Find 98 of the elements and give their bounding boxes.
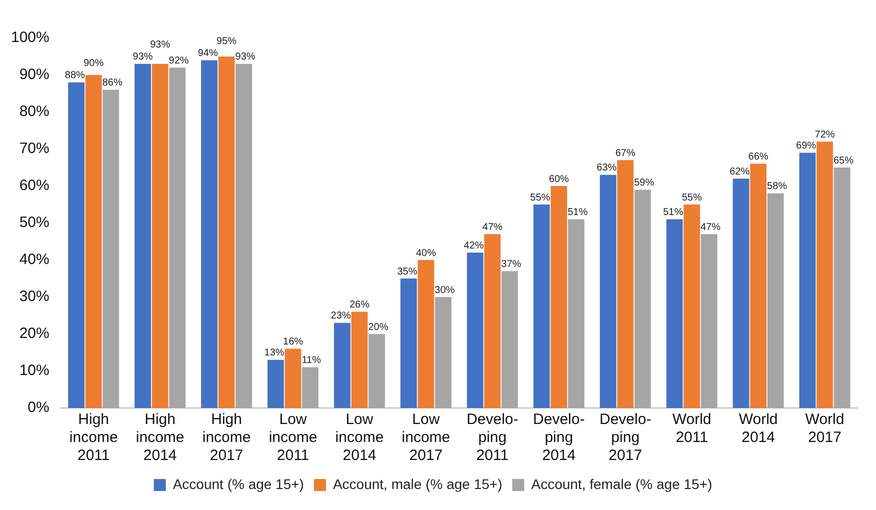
data-label: 95% bbox=[216, 36, 237, 47]
data-label: 13% bbox=[264, 348, 284, 359]
data-label: 94% bbox=[198, 48, 218, 59]
x-tick-label: Low income 2011 bbox=[268, 411, 318, 464]
data-label: 20% bbox=[368, 322, 388, 333]
bar bbox=[568, 219, 584, 408]
x-tick-label: High income 2014 bbox=[136, 411, 184, 464]
bar bbox=[533, 204, 550, 408]
bar bbox=[152, 64, 168, 408]
y-tick-label: 10% bbox=[19, 362, 50, 380]
y-tick-label: 70% bbox=[19, 140, 50, 158]
data-label: 67% bbox=[615, 148, 636, 159]
bar bbox=[666, 219, 683, 408]
y-tick-label: 50% bbox=[19, 214, 50, 232]
data-label: 30% bbox=[434, 284, 455, 296]
data-label: 65% bbox=[833, 155, 854, 166]
y-tick-label: 0% bbox=[28, 399, 50, 416]
data-label: 72% bbox=[814, 129, 835, 140]
bar bbox=[400, 278, 417, 408]
data-label: 60% bbox=[548, 174, 569, 185]
bar bbox=[732, 178, 750, 408]
bar bbox=[334, 322, 350, 408]
data-label: 86% bbox=[102, 78, 122, 89]
y-tick-label: 60% bbox=[19, 177, 50, 194]
bar bbox=[634, 190, 651, 408]
data-label: 55% bbox=[530, 192, 550, 204]
bar bbox=[218, 56, 235, 408]
bar bbox=[484, 234, 501, 408]
x-tick-label: World 2014 bbox=[738, 411, 778, 446]
bar bbox=[102, 90, 120, 408]
bar bbox=[435, 297, 452, 408]
bar bbox=[600, 174, 616, 408]
data-label: 26% bbox=[349, 300, 370, 311]
data-label: 93% bbox=[132, 52, 153, 63]
bar bbox=[750, 164, 767, 408]
bar bbox=[418, 260, 434, 408]
bar bbox=[201, 60, 218, 408]
data-label: 11% bbox=[302, 355, 322, 366]
bar bbox=[816, 142, 833, 408]
x-tick-label: Low income 2017 bbox=[402, 411, 450, 464]
legend-label: Account, female (% age 15+) bbox=[531, 476, 712, 492]
data-label: 93% bbox=[150, 40, 170, 51]
data-label: 35% bbox=[397, 266, 418, 278]
data-label: 47% bbox=[700, 222, 721, 233]
y-tick-label: 80% bbox=[19, 103, 50, 120]
data-label: 88% bbox=[64, 70, 85, 82]
y-tick-label: 100% bbox=[10, 29, 50, 46]
bar bbox=[368, 334, 385, 408]
bar bbox=[236, 64, 252, 408]
bar bbox=[684, 204, 700, 408]
bar bbox=[501, 271, 518, 408]
x-tick-label: Develo- ping 2017 bbox=[600, 411, 652, 464]
y-tick-label: 20% bbox=[19, 325, 50, 342]
y-tick-label: 30% bbox=[19, 288, 50, 306]
data-label: 51% bbox=[568, 207, 588, 218]
bar bbox=[550, 186, 568, 408]
x-tick-label: Develo- ping 2011 bbox=[466, 411, 518, 464]
bar bbox=[68, 82, 85, 408]
y-tick-label: 90% bbox=[19, 66, 50, 84]
bar bbox=[268, 360, 284, 408]
bar bbox=[134, 64, 151, 408]
data-label: 66% bbox=[748, 152, 768, 163]
data-label: 63% bbox=[596, 162, 617, 174]
bar bbox=[466, 252, 484, 408]
bar bbox=[302, 367, 318, 408]
data-label: 23% bbox=[330, 310, 351, 322]
bar bbox=[85, 75, 102, 408]
x-tick-label: Low income 2014 bbox=[335, 411, 384, 464]
bar bbox=[700, 234, 718, 408]
y-tick-label: 40% bbox=[19, 251, 50, 268]
legend-label: Account (% age 15+) bbox=[172, 476, 304, 492]
x-tick-label: High income 2011 bbox=[69, 411, 118, 464]
bar bbox=[799, 152, 816, 408]
bar bbox=[834, 168, 850, 408]
data-label: 42% bbox=[464, 240, 484, 252]
data-label: 90% bbox=[84, 58, 104, 70]
data-label: 62% bbox=[730, 166, 750, 178]
bar bbox=[767, 193, 784, 408]
data-label: 93% bbox=[235, 52, 256, 63]
data-label: 37% bbox=[501, 258, 522, 270]
data-label: 16% bbox=[283, 336, 304, 348]
legend-label: Account, male (% age 15+) bbox=[332, 476, 502, 492]
bar bbox=[617, 160, 634, 408]
x-tick-label: Develo- ping 2014 bbox=[533, 411, 585, 464]
x-tick-label: High income 2017 bbox=[202, 411, 251, 464]
data-label: 58% bbox=[767, 181, 788, 192]
data-label: 40% bbox=[416, 248, 436, 259]
data-label: 69% bbox=[796, 140, 816, 152]
data-label: 59% bbox=[634, 177, 654, 188]
bar bbox=[351, 312, 368, 408]
data-label: 55% bbox=[682, 192, 702, 204]
data-label: 92% bbox=[168, 55, 189, 66]
data-label: 51% bbox=[663, 207, 684, 218]
bar bbox=[169, 68, 186, 408]
x-tick-label: World 2017 bbox=[805, 411, 844, 446]
bar bbox=[284, 348, 302, 408]
x-tick-label: World 2011 bbox=[672, 411, 712, 446]
data-label: 47% bbox=[482, 222, 503, 233]
